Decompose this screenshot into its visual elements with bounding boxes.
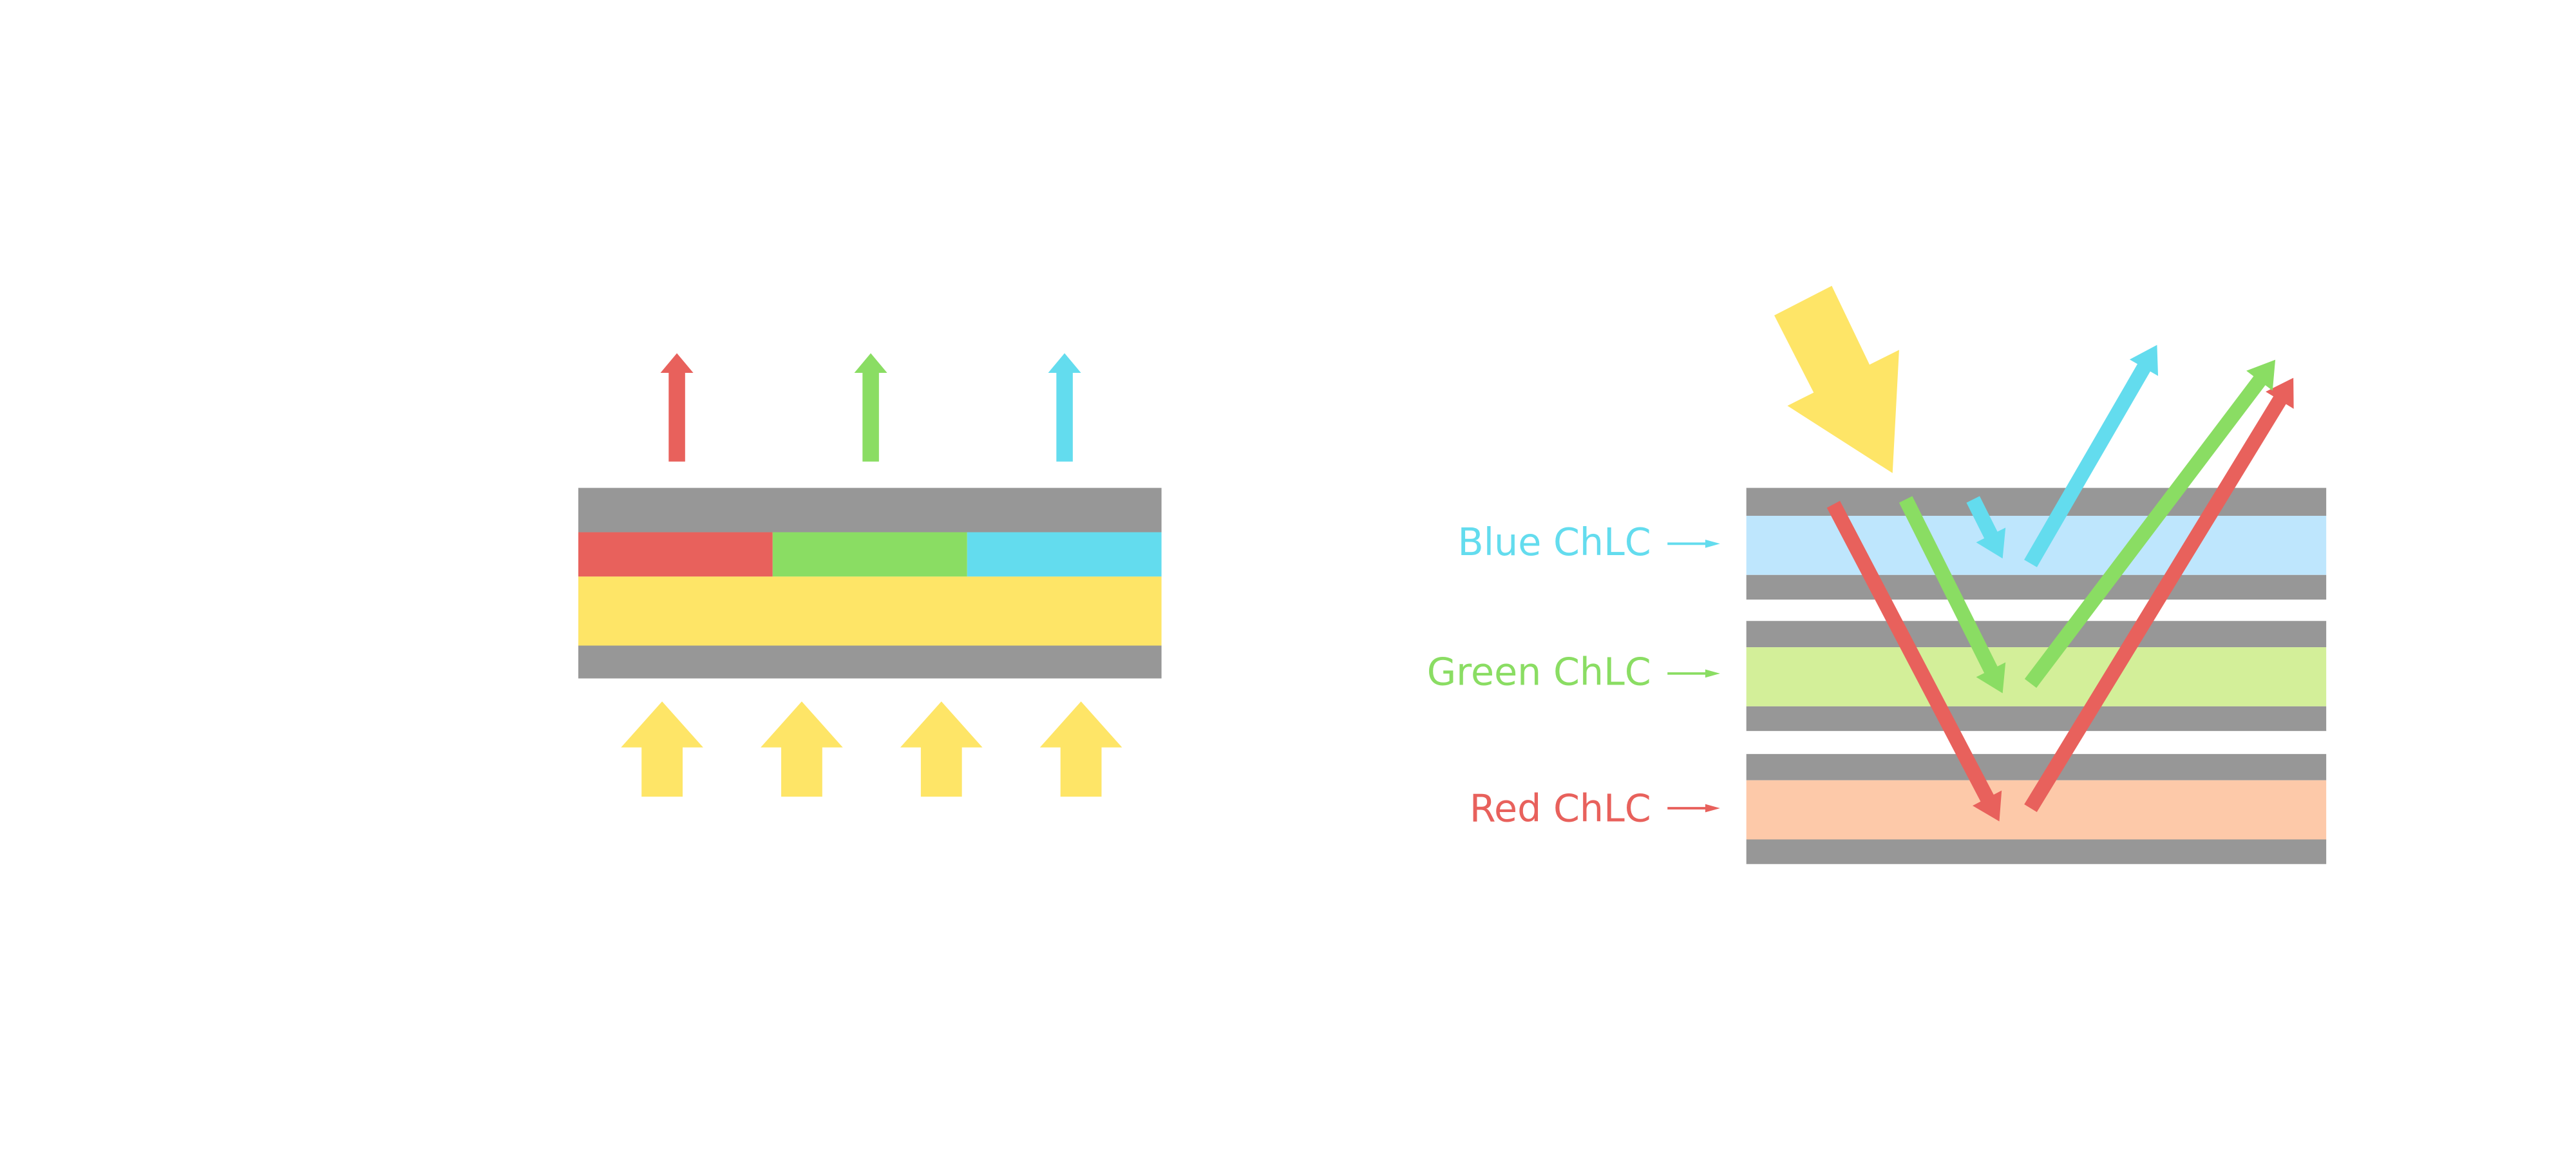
blue-chlc-label: Blue ChLC bbox=[1458, 520, 1651, 564]
red-filter-segment bbox=[578, 532, 773, 577]
right-diagram: Blue ChLC Green ChLC Red ChLC bbox=[1427, 285, 2327, 864]
incident-light-arrow bbox=[1774, 285, 1899, 473]
red-incident-ray-arrow bbox=[1826, 500, 2002, 822]
bottom-gray-layer bbox=[578, 645, 1162, 679]
red-label-pointer-arrow bbox=[1667, 804, 1720, 813]
green-output-arrow bbox=[854, 353, 887, 462]
green-chlc-label: Green ChLC bbox=[1427, 650, 1651, 694]
top-gray-layer bbox=[578, 487, 1162, 533]
red-stack-bottom-gray bbox=[1746, 839, 2327, 864]
blue-output-arrow bbox=[1048, 353, 1081, 462]
red-chlc-label: Red ChLC bbox=[1470, 786, 1651, 830]
left-diagram bbox=[578, 353, 1162, 797]
blue-incident-ray-arrow bbox=[1966, 496, 2006, 559]
green-label-pointer-arrow bbox=[1667, 669, 1720, 678]
red-stack-top-gray bbox=[1746, 753, 2327, 780]
blue-label-pointer-arrow bbox=[1667, 539, 1720, 548]
backlight-arrow bbox=[1039, 701, 1122, 797]
blue-reflected-ray-arrow bbox=[2024, 345, 2159, 567]
yellow-layer bbox=[578, 576, 1162, 646]
green-stack-bottom-gray bbox=[1746, 706, 2327, 732]
backlight-arrow bbox=[761, 701, 843, 797]
green-reflected-ray-arrow bbox=[2024, 359, 2276, 688]
red-output-arrow bbox=[660, 353, 694, 462]
backlight-arrow bbox=[621, 701, 703, 797]
red-reflected-ray-arrow bbox=[2024, 377, 2294, 813]
green-incident-ray-arrow bbox=[1899, 496, 2006, 694]
blue-filter-segment bbox=[967, 532, 1162, 577]
green-stack-top-gray bbox=[1746, 621, 2327, 648]
green-filter-segment bbox=[772, 532, 967, 577]
blue-stack-bottom-gray bbox=[1746, 574, 2327, 600]
backlight-arrow bbox=[900, 701, 983, 797]
